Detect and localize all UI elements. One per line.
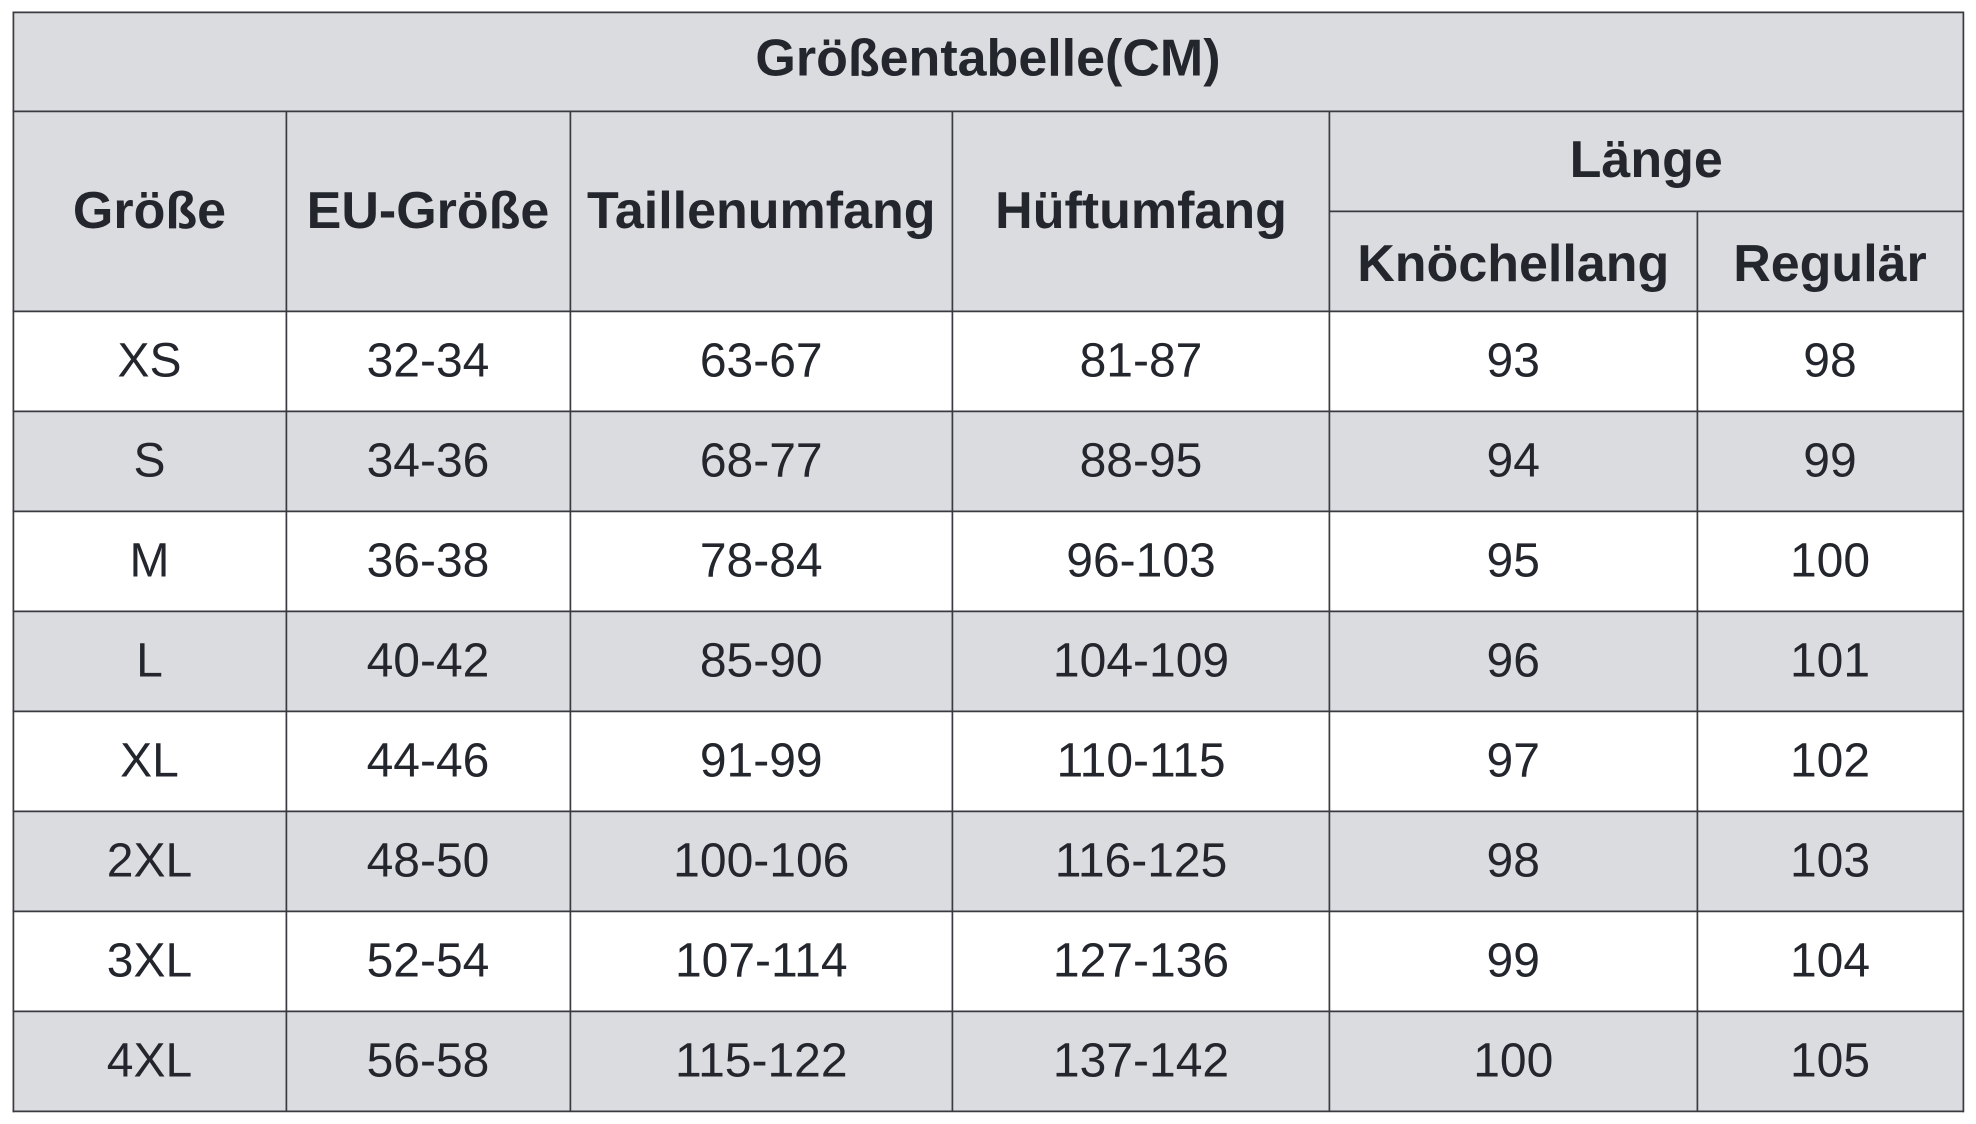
svg-text:40-42: 40-42 [367,635,490,688]
svg-text:32-34: 32-34 [367,335,490,388]
svg-text:XL: XL [120,735,179,788]
svg-text:36-38: 36-38 [367,535,490,588]
svg-text:96-103: 96-103 [1066,535,1215,588]
svg-text:99: 99 [1487,935,1540,988]
svg-text:101: 101 [1790,635,1870,688]
svg-text:S: S [133,435,165,488]
svg-text:EU-Größe: EU-Größe [307,182,550,240]
svg-text:99: 99 [1803,435,1856,488]
svg-text:100-106: 100-106 [673,835,849,888]
svg-text:85-90: 85-90 [700,635,823,688]
svg-text:104: 104 [1790,935,1870,988]
svg-text:34-36: 34-36 [367,435,490,488]
svg-text:48-50: 48-50 [367,835,490,888]
svg-text:127-136: 127-136 [1053,935,1229,988]
svg-text:Länge: Länge [1570,131,1723,189]
svg-text:52-54: 52-54 [367,935,490,988]
svg-text:63-67: 63-67 [700,335,823,388]
svg-text:137-142: 137-142 [1053,1035,1229,1088]
svg-text:2XL: 2XL [107,835,192,888]
svg-text:Größe: Größe [73,182,226,240]
svg-text:115-122: 115-122 [675,1035,848,1088]
svg-text:Größentabelle(CM): Größentabelle(CM) [755,30,1220,88]
svg-text:M: M [130,535,170,588]
svg-text:68-77: 68-77 [700,435,823,488]
svg-text:103: 103 [1790,835,1870,888]
svg-text:98: 98 [1487,835,1540,888]
svg-text:100: 100 [1790,535,1870,588]
svg-text:100: 100 [1473,1035,1553,1088]
svg-text:104-109: 104-109 [1053,635,1229,688]
svg-text:Hüftumfang: Hüftumfang [995,182,1287,240]
svg-text:Knöchellang: Knöchellang [1357,235,1669,293]
svg-text:44-46: 44-46 [367,735,490,788]
svg-text:94: 94 [1487,435,1540,488]
svg-text:95: 95 [1487,535,1540,588]
svg-text:56-58: 56-58 [367,1035,490,1088]
svg-text:3XL: 3XL [107,935,192,988]
svg-text:4XL: 4XL [107,1035,192,1088]
svg-text:81-87: 81-87 [1080,335,1203,388]
svg-text:93: 93 [1487,335,1540,388]
svg-text:88-95: 88-95 [1080,435,1203,488]
svg-text:91-99: 91-99 [700,735,823,788]
svg-text:Taillenumfang: Taillenumfang [587,182,936,240]
svg-text:116-125: 116-125 [1055,835,1228,888]
svg-text:Regulär: Regulär [1733,235,1927,293]
svg-text:96: 96 [1487,635,1540,688]
svg-text:102: 102 [1790,735,1870,788]
svg-text:97: 97 [1487,735,1540,788]
svg-text:XS: XS [117,335,181,388]
svg-text:105: 105 [1790,1035,1870,1088]
svg-text:L: L [136,635,163,688]
svg-text:98: 98 [1803,335,1856,388]
svg-text:110-115: 110-115 [1056,735,1225,788]
svg-text:107-114: 107-114 [675,935,848,988]
svg-text:78-84: 78-84 [700,535,823,588]
